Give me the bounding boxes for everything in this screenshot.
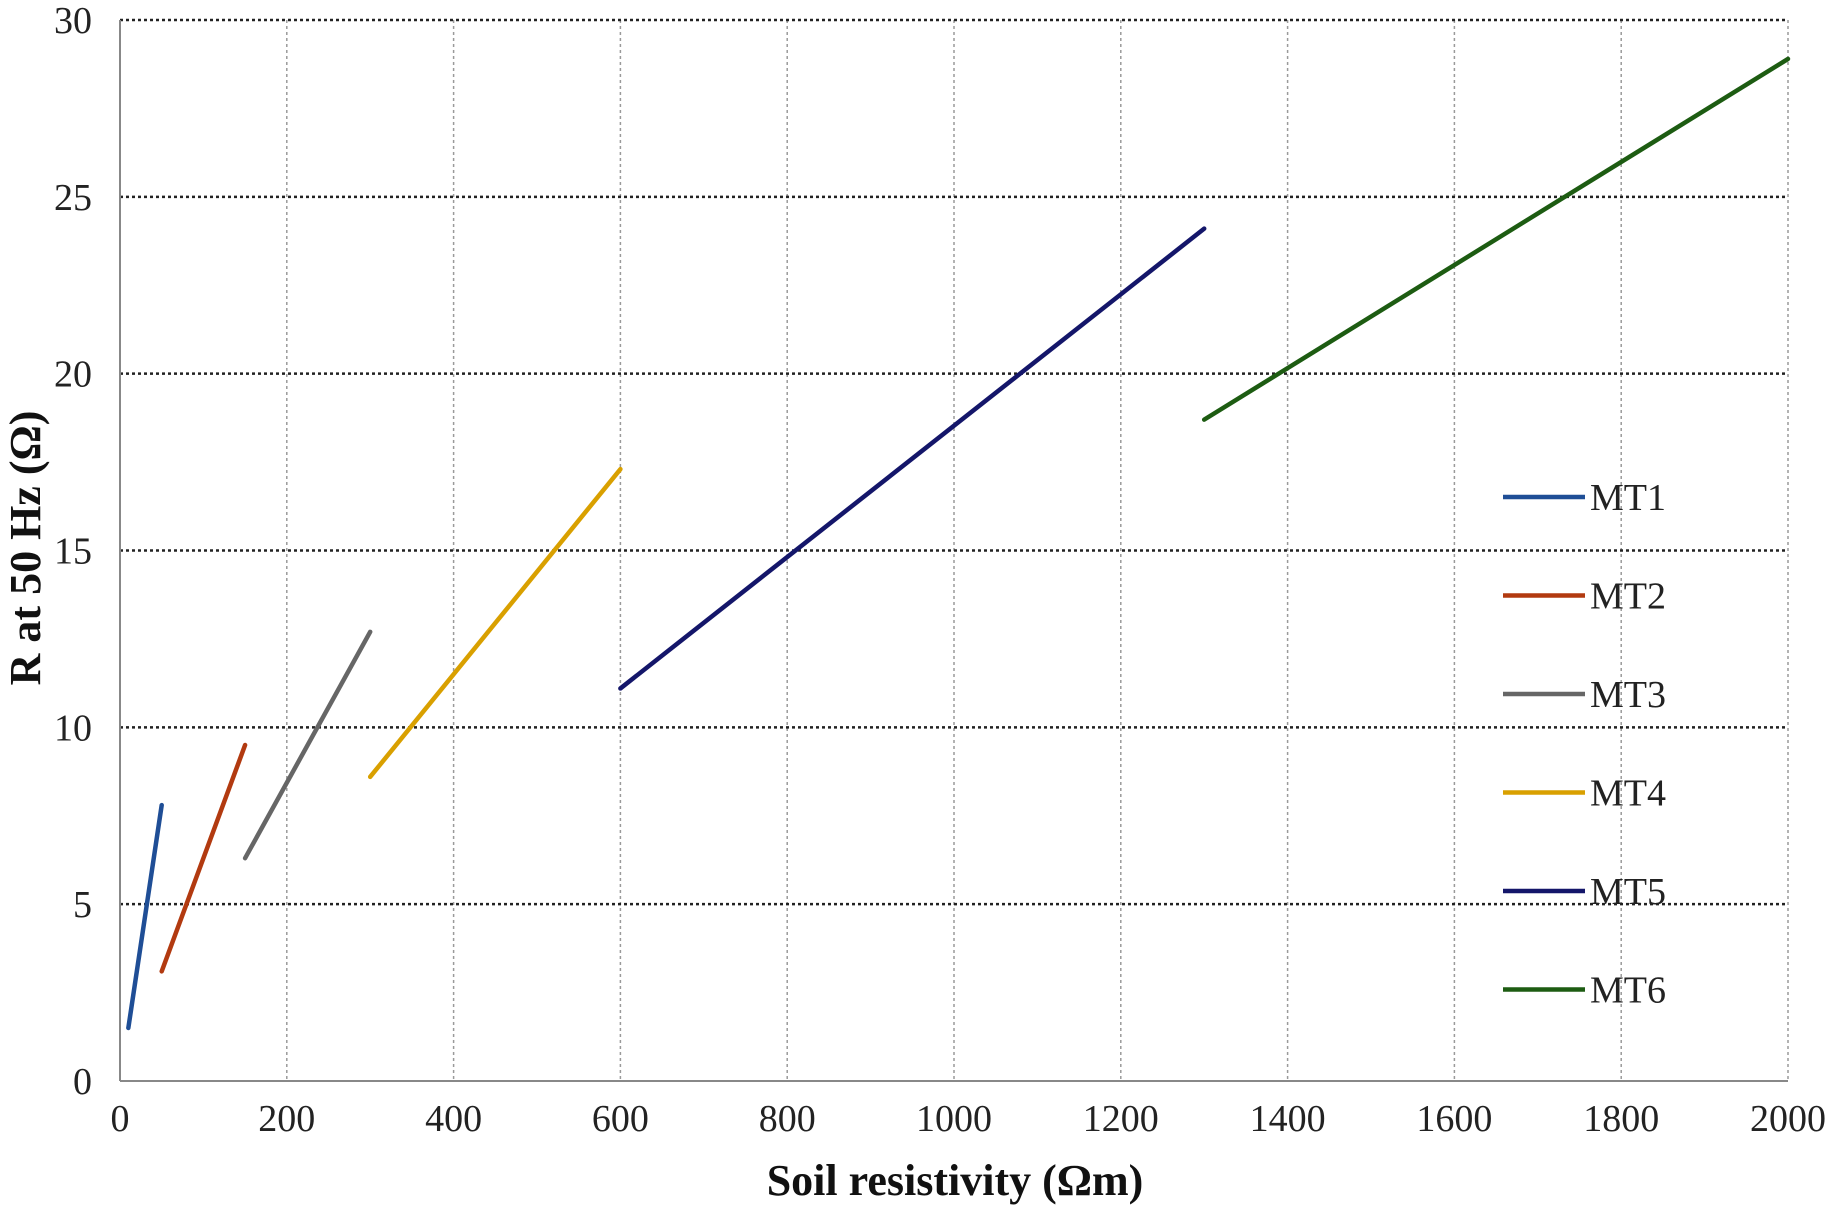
y-tick-label: 10 xyxy=(54,707,92,749)
series-line-mt4 xyxy=(367,466,623,780)
x-tick-label: 600 xyxy=(592,1098,649,1140)
x-tick-label: 2000 xyxy=(1750,1098,1826,1140)
y-tick-label: 20 xyxy=(54,354,92,396)
legend-label-mt4: MT4 xyxy=(1590,773,1666,815)
x-tick-label: 1200 xyxy=(1083,1098,1159,1140)
x-tick-label: 1800 xyxy=(1583,1098,1659,1140)
x-tick-label: 1000 xyxy=(916,1098,992,1140)
y-tick-label: 15 xyxy=(54,531,92,573)
y-axis-title: R at 50 Hz (Ω) xyxy=(1,411,50,686)
x-axis-title: Soil resistivity (Ωm) xyxy=(767,1156,1144,1205)
x-tick-label: 400 xyxy=(425,1098,482,1140)
legend-label-mt1: MT1 xyxy=(1590,477,1666,519)
tick-labels: 0 200 400 600 800 1000 1200 1400 1600 1800 2000 0 5 1… xyxy=(54,0,1826,1140)
x-tick-label: 200 xyxy=(258,1098,315,1140)
legend-label-mt6: MT6 xyxy=(1590,970,1666,1012)
legend-label-mt5: MT5 xyxy=(1590,871,1666,913)
grid xyxy=(120,18,1789,1081)
x-tick-label: 800 xyxy=(759,1098,816,1140)
series-line-mt6 xyxy=(1201,56,1791,422)
series-line-mt5 xyxy=(618,226,1207,691)
x-tick-label: 1400 xyxy=(1250,1098,1326,1140)
axes xyxy=(119,20,1788,1082)
series-line-mt1 xyxy=(126,802,164,1031)
y-tick-label: 30 xyxy=(54,0,92,42)
y-tick-label: 0 xyxy=(73,1061,92,1103)
series-line-mt3 xyxy=(242,629,373,861)
x-tick-label: 0 xyxy=(111,1098,130,1140)
y-tick-label: 25 xyxy=(54,177,92,219)
series-line-mt2 xyxy=(159,742,248,974)
y-tick-label: 5 xyxy=(73,884,92,926)
legend: MT1 MT2 MT3 MT4 MT5 MT6 xyxy=(1503,477,1666,1012)
legend-label-mt2: MT2 xyxy=(1590,576,1666,618)
legend-label-mt3: MT3 xyxy=(1590,674,1666,716)
x-tick-label: 1600 xyxy=(1416,1098,1492,1140)
plot-area xyxy=(126,56,1791,1031)
